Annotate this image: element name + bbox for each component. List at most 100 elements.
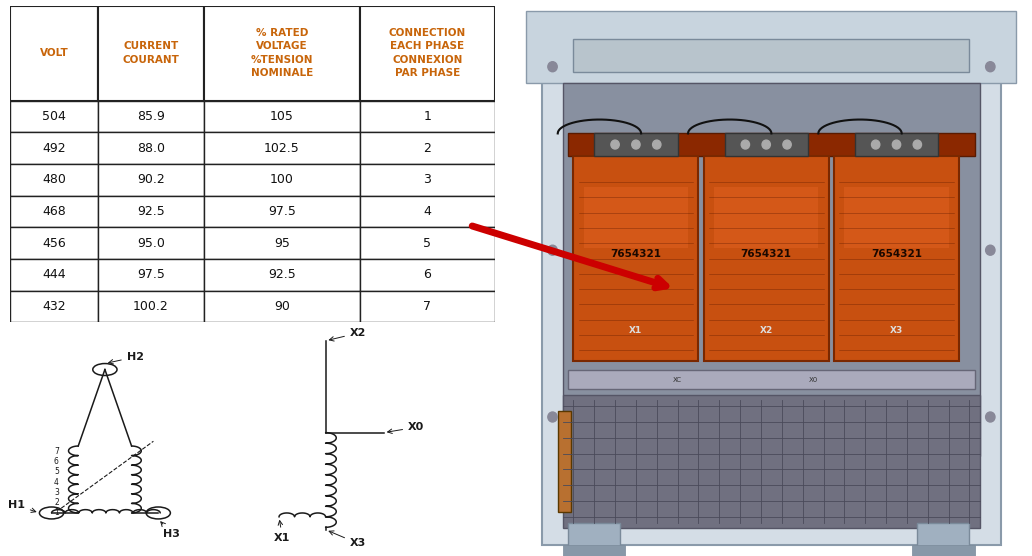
Bar	[10, 227, 98, 259]
Circle shape	[548, 412, 557, 422]
Text: 6: 6	[423, 269, 431, 281]
Bar	[359, 164, 495, 196]
Text: 7: 7	[54, 446, 59, 456]
Text: XC: XC	[673, 377, 682, 383]
Bar	[98, 227, 204, 259]
Bar	[844, 187, 948, 248]
Bar	[98, 132, 204, 164]
Circle shape	[893, 140, 901, 149]
Text: X0: X0	[808, 377, 817, 383]
Text: 85.9: 85.9	[137, 110, 165, 123]
Text: H3: H3	[161, 522, 180, 539]
Text: 95: 95	[275, 237, 290, 250]
Bar	[917, 523, 969, 556]
Bar	[98, 6, 204, 101]
Text: X2: X2	[329, 328, 366, 341]
Bar	[724, 133, 808, 156]
Bar	[526, 11, 1017, 83]
Text: 100: 100	[270, 173, 294, 186]
Bar	[563, 395, 980, 528]
Bar	[359, 227, 495, 259]
Bar	[10, 132, 98, 164]
Text: 97.5: 97.5	[268, 205, 296, 218]
Text: CURRENT
COURANT: CURRENT COURANT	[123, 42, 180, 64]
Text: 88.0: 88.0	[137, 142, 165, 155]
Bar	[714, 187, 818, 248]
Bar	[204, 6, 359, 101]
Text: X3: X3	[329, 531, 366, 548]
Circle shape	[871, 140, 880, 149]
Circle shape	[632, 140, 640, 149]
Text: X1: X1	[275, 520, 291, 543]
Text: 105: 105	[270, 110, 294, 123]
Circle shape	[986, 62, 995, 72]
Bar	[359, 259, 495, 291]
Text: 7654321: 7654321	[871, 250, 922, 260]
Text: 90.2: 90.2	[137, 173, 165, 186]
Text: 1: 1	[54, 509, 59, 518]
Text: 2: 2	[423, 142, 431, 155]
Text: 90: 90	[275, 300, 290, 313]
Bar	[10, 259, 98, 291]
Bar	[359, 101, 495, 132]
Text: X3: X3	[890, 326, 903, 335]
Text: 6: 6	[54, 457, 59, 466]
Bar	[574, 156, 699, 361]
Bar	[563, 83, 980, 456]
Text: 5: 5	[54, 467, 59, 476]
Text: 480: 480	[42, 173, 66, 186]
Bar	[359, 196, 495, 227]
Bar	[563, 545, 625, 556]
Text: 102.5: 102.5	[264, 142, 300, 155]
Circle shape	[741, 140, 749, 149]
Text: 95.0: 95.0	[137, 237, 165, 250]
Text: 100.2: 100.2	[133, 300, 169, 313]
Circle shape	[548, 245, 557, 255]
Bar	[359, 291, 495, 322]
Text: 468: 468	[42, 205, 66, 218]
Bar	[704, 156, 829, 361]
Text: 92.5: 92.5	[268, 269, 296, 281]
Text: CONNECTION
EACH PHASE
CONNEXION
PAR PHASE: CONNECTION EACH PHASE CONNEXION PAR PHAS…	[389, 28, 466, 78]
Text: X1: X1	[630, 326, 643, 335]
Bar	[98, 259, 204, 291]
Bar	[10, 196, 98, 227]
Bar	[204, 196, 359, 227]
Text: X0: X0	[388, 422, 424, 434]
Text: 4: 4	[423, 205, 431, 218]
Text: 3: 3	[423, 173, 431, 186]
Bar	[557, 411, 571, 512]
Bar	[204, 101, 359, 132]
Text: 3: 3	[54, 488, 59, 497]
Bar	[98, 164, 204, 196]
Bar	[98, 196, 204, 227]
Text: 97.5: 97.5	[137, 269, 165, 281]
Text: X2: X2	[760, 326, 773, 335]
Bar	[912, 545, 974, 556]
Bar	[542, 17, 1001, 545]
Bar	[204, 227, 359, 259]
Bar	[359, 132, 495, 164]
Circle shape	[762, 140, 770, 149]
Bar	[98, 101, 204, 132]
Text: 5: 5	[423, 237, 431, 250]
Circle shape	[783, 140, 792, 149]
Bar	[594, 133, 678, 156]
Text: 92.5: 92.5	[137, 205, 165, 218]
Circle shape	[986, 245, 995, 255]
Bar	[204, 259, 359, 291]
Bar	[569, 523, 620, 556]
Text: 7654321: 7654321	[741, 250, 792, 260]
Bar	[854, 133, 938, 156]
Text: % RATED
VOLTAGE
%TENSION
NOMINALE: % RATED VOLTAGE %TENSION NOMINALE	[251, 28, 313, 78]
Bar	[584, 187, 688, 248]
Text: 504: 504	[42, 110, 66, 123]
Circle shape	[652, 140, 660, 149]
Circle shape	[611, 140, 619, 149]
Text: H1: H1	[8, 500, 36, 513]
Text: 7654321: 7654321	[610, 250, 662, 260]
Text: 2: 2	[54, 498, 59, 507]
Text: 492: 492	[42, 142, 66, 155]
Text: 432: 432	[42, 300, 66, 313]
Text: H2: H2	[108, 352, 143, 364]
